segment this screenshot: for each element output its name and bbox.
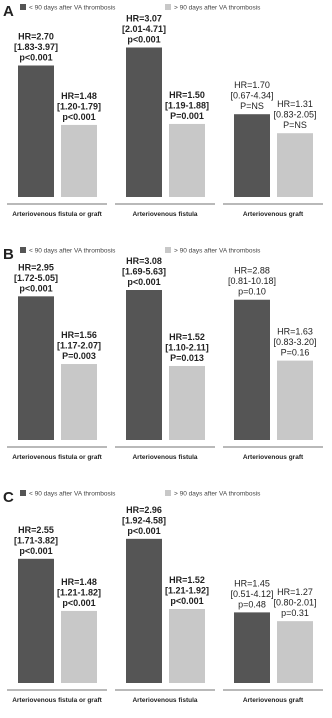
data-label: HR=1.52 <box>169 575 205 585</box>
data-label: [1.21-1.82] <box>57 587 101 597</box>
legend-label: > 90 days after VA thrombosis <box>174 5 261 12</box>
data-label: [0.83-2.05] <box>273 110 316 120</box>
legend-swatch <box>20 247 26 253</box>
data-label: P=0.003 <box>62 351 96 361</box>
data-label: P=NS <box>283 120 307 130</box>
bar <box>277 360 313 440</box>
legend-swatch <box>20 4 26 10</box>
data-label: [0.67-4.34] <box>230 91 273 101</box>
bar <box>234 299 270 440</box>
legend-label: > 90 days after VA thrombosis <box>174 491 261 498</box>
data-label: [0.80-2.01] <box>273 598 316 608</box>
data-label: HR=1.31 <box>277 99 313 109</box>
legend-swatch <box>165 4 171 10</box>
bar <box>277 621 313 683</box>
legend-swatch <box>20 490 26 496</box>
legend-label: < 90 days after VA thrombosis <box>29 491 116 498</box>
data-label: HR=1.48 <box>61 577 97 587</box>
data-label: [1.69-5.63] <box>122 267 166 277</box>
bar <box>169 365 205 440</box>
bar <box>126 290 162 440</box>
data-label: p=0.48 <box>238 599 266 609</box>
data-label: [1.92-4.58] <box>122 515 166 525</box>
legend-label: < 90 days after VA thrombosis <box>29 248 116 255</box>
bar <box>61 610 97 683</box>
data-label: p=0.10 <box>238 287 266 297</box>
data-label: P=0.013 <box>170 353 204 363</box>
category-label: Arteriovenous fistula or graft <box>12 454 102 461</box>
data-label: p<0.001 <box>127 34 160 44</box>
bar <box>18 296 54 440</box>
bar <box>61 124 97 197</box>
data-label: [1.19-1.88] <box>165 100 209 110</box>
category-label: Arteriovenous graft <box>243 697 304 704</box>
panel-label: A <box>3 3 14 20</box>
data-label: p<0.001 <box>127 526 160 536</box>
category-label: Arteriovenous fistula <box>132 454 197 461</box>
data-label: [0.81-10.18] <box>228 276 276 286</box>
category-label: Arteriovenous fistula or graft <box>12 697 102 704</box>
bar <box>126 47 162 197</box>
category-label: Arteriovenous graft <box>243 454 304 461</box>
data-label: [1.20-1.79] <box>57 101 101 111</box>
data-label: p<0.001 <box>62 112 95 122</box>
data-label: p<0.001 <box>127 277 160 287</box>
data-label: P=NS <box>240 101 264 111</box>
bar <box>169 608 205 683</box>
bar <box>277 133 313 197</box>
data-label: [1.83-3.97] <box>14 42 58 52</box>
data-label: [2.01-4.71] <box>122 24 166 34</box>
legend-swatch <box>165 490 171 496</box>
data-label: HR=2.70 <box>18 32 54 42</box>
data-label: p<0.001 <box>62 598 95 608</box>
legend-label: < 90 days after VA thrombosis <box>29 5 116 12</box>
bar <box>61 364 97 440</box>
data-label: p<0.001 <box>19 283 52 293</box>
data-label: HR=1.70 <box>234 80 270 90</box>
data-label: HR=1.45 <box>234 578 270 588</box>
data-label: HR=1.27 <box>277 587 313 597</box>
data-label: HR=2.55 <box>18 525 54 535</box>
data-label: HR=1.63 <box>277 327 313 337</box>
data-label: P=0.001 <box>170 111 204 121</box>
data-label: HR=2.96 <box>126 505 162 515</box>
panel-label: C <box>3 489 14 506</box>
data-label: HR=2.95 <box>18 262 54 272</box>
data-label: [1.17-2.07] <box>57 341 101 351</box>
bar <box>234 114 270 197</box>
data-label: HR=1.52 <box>169 332 205 342</box>
data-label: [1.72-5.05] <box>14 273 58 283</box>
data-label: [1.71-3.82] <box>14 535 58 545</box>
data-label: [0.83-3.20] <box>273 337 316 347</box>
category-label: Arteriovenous fistula <box>132 211 197 218</box>
data-label: HR=3.08 <box>126 256 162 266</box>
data-label: p<0.001 <box>19 53 52 63</box>
data-label: HR=1.50 <box>169 90 205 100</box>
bar <box>18 558 54 683</box>
data-label: p=0.31 <box>281 608 309 618</box>
panel-label: B <box>3 246 14 263</box>
bar <box>126 538 162 683</box>
bar <box>234 612 270 683</box>
data-label: [0.51-4.12] <box>230 589 273 599</box>
category-label: Arteriovenous graft <box>243 211 304 218</box>
data-label: HR=1.48 <box>61 91 97 101</box>
data-label: p<0.001 <box>19 546 52 556</box>
bar <box>18 65 54 197</box>
data-label: P=0.16 <box>281 348 310 358</box>
data-label: p<0.001 <box>170 596 203 606</box>
bar <box>169 123 205 197</box>
data-label: HR=3.07 <box>126 13 162 23</box>
data-label: HR=2.88 <box>234 266 270 276</box>
legend-label: > 90 days after VA thrombosis <box>174 248 261 255</box>
category-label: Arteriovenous fistula <box>132 697 197 704</box>
data-label: [1.21-1.92] <box>165 585 209 595</box>
data-label: HR=1.56 <box>61 330 97 340</box>
legend-swatch <box>165 247 171 253</box>
category-label: Arteriovenous fistula or graft <box>12 211 102 218</box>
data-label: [1.10-2.11] <box>165 342 209 352</box>
